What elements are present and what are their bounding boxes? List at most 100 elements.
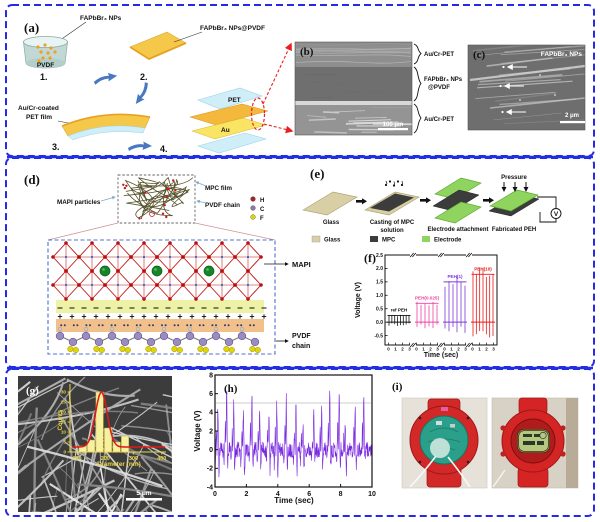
watch-front-photo [491, 397, 579, 489]
legend-c-swatch [250, 205, 256, 211]
svg-text:10: 10 [368, 491, 376, 498]
hist-xlabel: Diameter (nm) [97, 461, 141, 468]
row1-border [5, 4, 595, 157]
step4-label: 4. [160, 144, 168, 154]
diameter-histogram: 0 5 10 15 20 25 30 100 200 300 400 [61, 384, 166, 462]
pressure-label: Pressure [501, 175, 527, 181]
e-arrow-2-icon [420, 197, 431, 204]
svg-text:0: 0 [213, 491, 217, 498]
svg-text:300: 300 [129, 456, 138, 462]
svg-text:6: 6 [209, 391, 213, 398]
svg-text:200: 200 [101, 456, 110, 462]
svg-text:2: 2 [485, 347, 488, 352]
svg-text:-0.5: -0.5 [374, 333, 383, 339]
pvdf-chain-arrow-icon [196, 199, 207, 204]
pvdf-label-1: PVDF [292, 333, 311, 340]
nps-pointer-arrows [503, 64, 527, 115]
layer-top-label: Au/Cr-PET [424, 52, 454, 58]
svg-text:1: 1 [394, 347, 397, 352]
layer-braces [413, 43, 422, 134]
svg-text:4: 4 [209, 410, 213, 417]
scale-bar-b [378, 128, 408, 131]
process-arrow-3-icon [128, 141, 152, 151]
panel-e-tag: (e) [310, 166, 324, 181]
svg-text:8: 8 [339, 491, 343, 498]
nps-bright-dots [499, 65, 556, 114]
scale-bar-b-label: 100 μm [383, 122, 404, 128]
panel-b-tag: (b) [300, 46, 314, 58]
pvdf-chain-label: PVDF chain [205, 202, 240, 209]
casting-step [364, 180, 420, 216]
svg-text:2.5: 2.5 [376, 253, 383, 259]
mapi-particles-label: MAPI particles [57, 199, 101, 206]
legend-mpc-label: MPC [382, 238, 396, 244]
svg-text:1.5: 1.5 [376, 280, 383, 286]
panel-i: (i) [392, 381, 579, 489]
glass-label: Glass [323, 220, 340, 226]
legend-f-swatch [250, 214, 256, 220]
pcb-component-pink [441, 407, 448, 411]
svg-text:-2: -2 [207, 466, 213, 473]
panel-c: (c) FAPbBr₃ NPs 2 μm [467, 44, 586, 131]
electrode-label: Electrode attachment [427, 227, 488, 233]
svg-text:25: 25 [61, 400, 67, 405]
nps-label: FAPbBr₃ NPs [80, 15, 122, 22]
svg-text:0: 0 [443, 347, 446, 352]
casting-label-2: solution [380, 228, 404, 234]
mapi-label: MAPI [292, 260, 311, 269]
pcb-component-2 [450, 424, 455, 428]
step3-label: 3. [52, 142, 60, 152]
pressure-arrows-icon [501, 182, 529, 192]
panel-b: (b) 100 μm Au/Cr-PET FAPbBr₃ NPs @PVDF A… [294, 41, 463, 136]
watch-button-right-bottom [560, 451, 566, 457]
panel-a-tag: (a) [24, 20, 39, 35]
sem-nps-image [467, 44, 586, 131]
process-arrow-2-icon [135, 82, 148, 104]
atom-legend: H C F [250, 196, 265, 222]
svg-text:4: 4 [276, 491, 280, 498]
panel-c-tag: (c) [473, 49, 486, 61]
e-arrow-1-icon [356, 198, 367, 205]
peh-step: Pressure V [488, 175, 562, 223]
legend-electrode-swatch [422, 236, 430, 242]
panel-c-title: FAPbBr₃ NPs [541, 51, 583, 58]
panel-d: (d) MAPI particles MPC film PVDF chain H… [24, 172, 311, 355]
expansion-line-left [47, 222, 119, 241]
legend-mpc-swatch [370, 236, 378, 242]
scale-bar-c-label: 2 μm [565, 113, 579, 119]
svg-text:3: 3 [464, 347, 467, 352]
legend-c-label: C [260, 207, 265, 213]
sem-b-texture [295, 43, 412, 134]
watch-back-photo [401, 397, 488, 489]
svg-text:10: 10 [61, 430, 67, 435]
pcb-component-1 [436, 421, 442, 425]
panel-h-tag: (h) [224, 383, 238, 395]
peh-label: Fabricated PEH [492, 227, 536, 233]
electrode-step [432, 177, 482, 224]
process-arrow-1-icon [93, 72, 118, 85]
panel-g-tag: (g) [26, 385, 39, 397]
svg-text:2.0: 2.0 [376, 266, 383, 272]
svg-text:2: 2 [244, 491, 248, 498]
mapi-lattice [51, 241, 267, 354]
step1-label: 1. [40, 72, 48, 82]
legend-electrode-label: Electrode [434, 238, 462, 244]
device-stack-illustration: PET Au [189, 87, 269, 154]
f-xlabel: Time (sec) [424, 352, 459, 359]
voltmeter-icon [550, 208, 562, 219]
interface-band-orange [56, 319, 264, 332]
svg-text:PEH(0.025): PEH(0.025) [415, 295, 439, 300]
lcd-digits [523, 434, 544, 445]
watch-screws [418, 416, 470, 464]
panel-f: (f) -0.50.00.51.01.52.02.50 1 2 3 0 1 2 3 0 1 2 3 0 1… [355, 251, 498, 359]
mapi-particles-arrow-icon [100, 196, 116, 202]
svg-text:6: 6 [307, 491, 311, 498]
layer-mid-label-1: FAPbBr₃ NPs [424, 77, 463, 83]
svg-text:2: 2 [209, 428, 213, 435]
svg-text:-4: -4 [207, 484, 213, 491]
panel-i-tag: (i) [392, 381, 403, 393]
beaker-label: PVDF [37, 62, 54, 69]
svg-text:PEH(1): PEH(1) [447, 274, 463, 279]
wire-right [447, 456, 471, 488]
h-ylabel: Voltage (V) [193, 410, 202, 452]
